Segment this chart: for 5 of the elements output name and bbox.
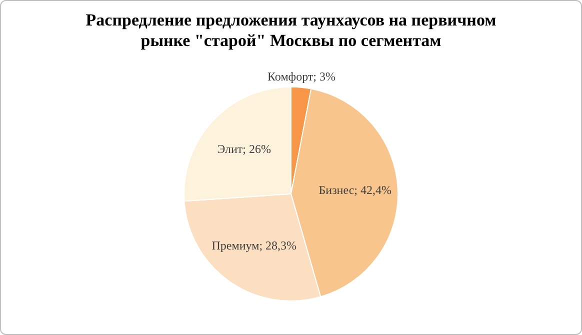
slice-label: Элит; 26% xyxy=(217,142,271,156)
slice-label: Комфорт; 3% xyxy=(268,69,336,84)
slice-label: Премиум; 28,3% xyxy=(212,238,297,253)
chart-title: Распредление предложения таунхаусов на первичном рынке "старой" Москвы по сегментам xyxy=(86,10,497,50)
slice-label: Бизнес; 42,4% xyxy=(318,183,392,198)
